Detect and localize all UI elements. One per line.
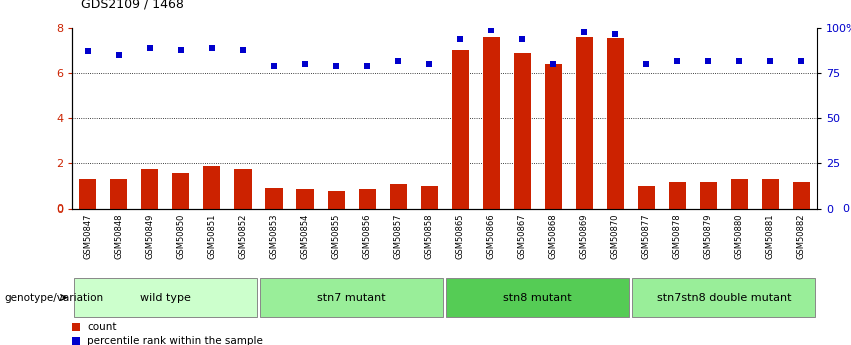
Text: GSM50850: GSM50850	[176, 214, 186, 259]
Text: GSM50855: GSM50855	[332, 214, 340, 259]
Text: stn8 mutant: stn8 mutant	[504, 293, 572, 303]
Point	[391, 59, 405, 64]
Text: GSM50866: GSM50866	[487, 214, 495, 259]
Point	[795, 59, 808, 64]
Text: GSM50849: GSM50849	[146, 214, 154, 259]
Text: GSM50865: GSM50865	[455, 214, 465, 259]
Bar	[793, 181, 810, 209]
Point	[763, 59, 777, 64]
Point	[143, 45, 157, 51]
Point	[639, 61, 653, 67]
Text: GSM50882: GSM50882	[797, 214, 806, 259]
Text: GDS2109 / 1468: GDS2109 / 1468	[81, 0, 184, 10]
Bar	[700, 181, 717, 209]
Bar	[607, 38, 624, 209]
Bar	[111, 179, 128, 209]
Text: GSM50852: GSM50852	[238, 214, 248, 259]
Point	[516, 36, 529, 42]
Text: GSM50868: GSM50868	[549, 214, 557, 259]
Text: wild type: wild type	[140, 293, 191, 303]
Text: stn7 mutant: stn7 mutant	[317, 293, 386, 303]
Text: GSM50856: GSM50856	[363, 214, 372, 259]
Point	[484, 27, 498, 32]
Point	[112, 52, 126, 58]
Text: count: count	[88, 322, 117, 332]
Bar	[452, 50, 469, 209]
Bar	[669, 181, 686, 209]
Point	[701, 59, 715, 64]
Bar	[203, 166, 220, 209]
Text: GSM50858: GSM50858	[425, 214, 434, 259]
Bar	[514, 52, 531, 209]
Point	[608, 31, 622, 37]
Point	[329, 63, 343, 69]
FancyBboxPatch shape	[446, 278, 629, 317]
Text: 0: 0	[842, 204, 848, 214]
Bar	[358, 189, 375, 209]
Text: GSM50867: GSM50867	[517, 214, 527, 259]
Text: GSM50847: GSM50847	[83, 214, 93, 259]
Text: GSM50879: GSM50879	[704, 214, 713, 259]
Text: GSM50880: GSM50880	[735, 214, 744, 259]
Text: percentile rank within the sample: percentile rank within the sample	[88, 336, 263, 345]
Text: genotype/variation: genotype/variation	[4, 293, 103, 303]
Bar	[266, 188, 283, 209]
FancyBboxPatch shape	[260, 278, 443, 317]
Text: GSM50857: GSM50857	[394, 214, 403, 259]
Bar	[637, 186, 655, 209]
Bar	[328, 190, 345, 209]
Text: GSM50851: GSM50851	[208, 214, 216, 259]
Point	[81, 49, 94, 54]
Bar	[545, 64, 562, 209]
Text: GSM50881: GSM50881	[766, 214, 775, 259]
Bar	[234, 169, 252, 209]
Text: GSM50870: GSM50870	[611, 214, 620, 259]
Point	[286, 297, 300, 303]
Point	[578, 29, 591, 35]
FancyBboxPatch shape	[632, 278, 815, 317]
Point	[298, 61, 311, 67]
Point	[267, 63, 281, 69]
Point	[671, 59, 684, 64]
Text: GSM50848: GSM50848	[114, 214, 123, 259]
Text: stn7stn8 double mutant: stn7stn8 double mutant	[657, 293, 791, 303]
Bar	[483, 37, 500, 209]
Text: GSM50853: GSM50853	[270, 214, 278, 259]
FancyBboxPatch shape	[74, 278, 257, 317]
Bar	[173, 172, 190, 209]
Bar	[576, 37, 593, 209]
Bar	[296, 189, 313, 209]
Point	[422, 61, 436, 67]
Text: GSM50877: GSM50877	[642, 214, 651, 259]
Text: GSM50878: GSM50878	[673, 214, 682, 259]
Text: GSM50854: GSM50854	[300, 214, 310, 259]
Bar	[420, 186, 437, 209]
Text: 0: 0	[56, 204, 63, 214]
Bar	[141, 169, 158, 209]
Point	[733, 59, 746, 64]
Bar	[731, 179, 748, 209]
Point	[237, 48, 250, 53]
Bar	[762, 179, 779, 209]
Point	[546, 61, 560, 67]
Bar	[390, 184, 407, 209]
Point	[360, 63, 374, 69]
Point	[205, 45, 219, 51]
Point	[454, 36, 467, 42]
Point	[286, 166, 300, 171]
Text: GSM50869: GSM50869	[580, 214, 589, 259]
Bar	[79, 179, 96, 209]
Point	[174, 48, 188, 53]
